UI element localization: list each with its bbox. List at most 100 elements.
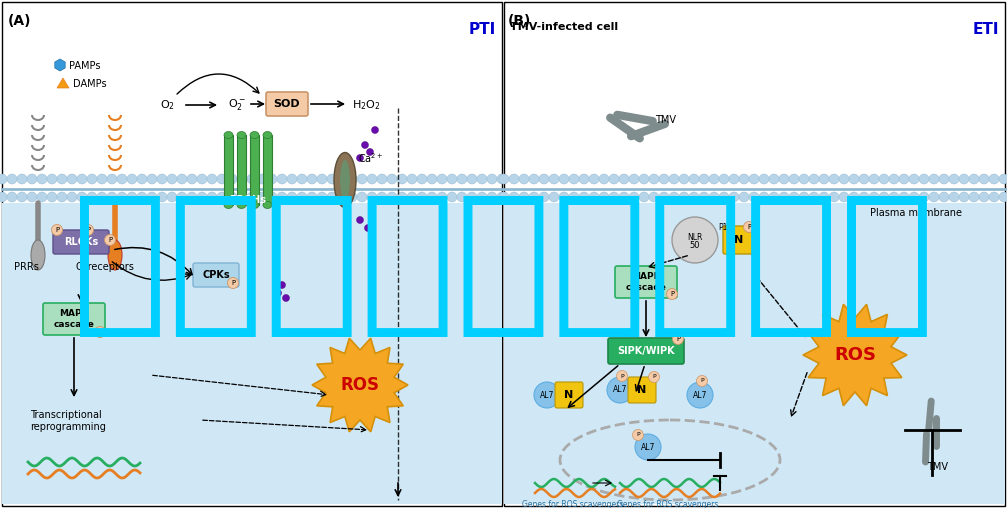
Circle shape — [367, 192, 377, 202]
Circle shape — [327, 174, 337, 184]
Circle shape — [929, 174, 939, 184]
Circle shape — [417, 174, 427, 184]
Circle shape — [669, 192, 679, 202]
Circle shape — [959, 174, 969, 184]
Circle shape — [107, 174, 117, 184]
Circle shape — [939, 174, 949, 184]
Circle shape — [699, 192, 709, 202]
Circle shape — [869, 192, 879, 202]
Text: MAPK
cascade: MAPK cascade — [625, 272, 667, 292]
Circle shape — [639, 174, 649, 184]
Circle shape — [377, 174, 387, 184]
Circle shape — [437, 174, 447, 184]
FancyBboxPatch shape — [53, 230, 109, 254]
Circle shape — [667, 289, 678, 300]
FancyBboxPatch shape — [608, 338, 684, 364]
Text: 人卦推算命运和解析: 人卦推算命运和解析 — [73, 186, 934, 342]
Text: AL7: AL7 — [540, 391, 554, 399]
Text: ROS: ROS — [834, 346, 876, 364]
Polygon shape — [312, 338, 408, 432]
Circle shape — [729, 192, 739, 202]
Text: Plasma membrane: Plasma membrane — [870, 208, 962, 218]
Circle shape — [367, 174, 377, 184]
Text: PAMPs: PAMPs — [69, 61, 101, 71]
Text: TMV: TMV — [655, 115, 676, 125]
Circle shape — [539, 174, 549, 184]
Circle shape — [197, 192, 207, 202]
Polygon shape — [57, 78, 69, 88]
Circle shape — [107, 192, 117, 202]
Circle shape — [157, 174, 167, 184]
Circle shape — [669, 174, 679, 184]
Text: Coreceptors: Coreceptors — [75, 262, 134, 272]
Circle shape — [659, 192, 669, 202]
Circle shape — [357, 192, 367, 202]
Text: SOD: SOD — [274, 99, 300, 109]
Text: RLCKs: RLCKs — [63, 237, 98, 247]
Circle shape — [365, 225, 372, 232]
Circle shape — [127, 192, 137, 202]
Text: AL7: AL7 — [640, 442, 656, 452]
Text: O$_2^-$: O$_2^-$ — [228, 98, 246, 112]
Text: DAMPs: DAMPs — [73, 79, 107, 89]
Circle shape — [287, 174, 297, 184]
Text: N: N — [734, 235, 743, 245]
Circle shape — [67, 192, 77, 202]
Circle shape — [919, 174, 929, 184]
Text: NLR: NLR — [688, 233, 703, 241]
Circle shape — [147, 174, 157, 184]
Circle shape — [197, 174, 207, 184]
Circle shape — [519, 174, 529, 184]
Circle shape — [57, 174, 67, 184]
Circle shape — [879, 192, 889, 202]
Circle shape — [799, 192, 809, 202]
Circle shape — [819, 174, 829, 184]
Circle shape — [672, 217, 718, 263]
Circle shape — [0, 174, 7, 184]
Circle shape — [679, 174, 689, 184]
Text: P: P — [676, 336, 680, 342]
Circle shape — [369, 235, 376, 241]
Circle shape — [749, 192, 759, 202]
Circle shape — [487, 174, 497, 184]
Circle shape — [437, 192, 447, 202]
Bar — [263, 135, 272, 205]
Circle shape — [629, 192, 639, 202]
Ellipse shape — [237, 202, 246, 208]
Circle shape — [589, 192, 599, 202]
Bar — [2, 203, 502, 504]
Circle shape — [739, 174, 749, 184]
Text: P: P — [636, 432, 639, 437]
Circle shape — [87, 192, 97, 202]
Circle shape — [467, 192, 477, 202]
Circle shape — [207, 192, 217, 202]
Circle shape — [217, 174, 227, 184]
Circle shape — [599, 192, 609, 202]
Circle shape — [899, 192, 909, 202]
Circle shape — [789, 192, 799, 202]
Circle shape — [929, 192, 939, 202]
Text: CPKs: CPKs — [202, 270, 230, 280]
Circle shape — [417, 192, 427, 202]
Text: 50: 50 — [690, 241, 700, 250]
Text: P: P — [670, 291, 674, 297]
Circle shape — [447, 192, 457, 202]
Text: P: P — [98, 329, 102, 335]
Circle shape — [616, 370, 627, 382]
Circle shape — [287, 192, 297, 202]
Circle shape — [519, 192, 529, 202]
Circle shape — [559, 174, 569, 184]
Circle shape — [87, 174, 97, 184]
Circle shape — [257, 174, 267, 184]
Circle shape — [467, 174, 477, 184]
Circle shape — [356, 216, 364, 224]
Circle shape — [859, 174, 869, 184]
Text: O$_2$: O$_2$ — [160, 98, 175, 112]
Circle shape — [579, 192, 589, 202]
Circle shape — [257, 192, 267, 202]
Ellipse shape — [31, 240, 45, 270]
Circle shape — [487, 192, 497, 202]
Circle shape — [187, 192, 197, 202]
Circle shape — [427, 174, 437, 184]
Circle shape — [237, 174, 247, 184]
